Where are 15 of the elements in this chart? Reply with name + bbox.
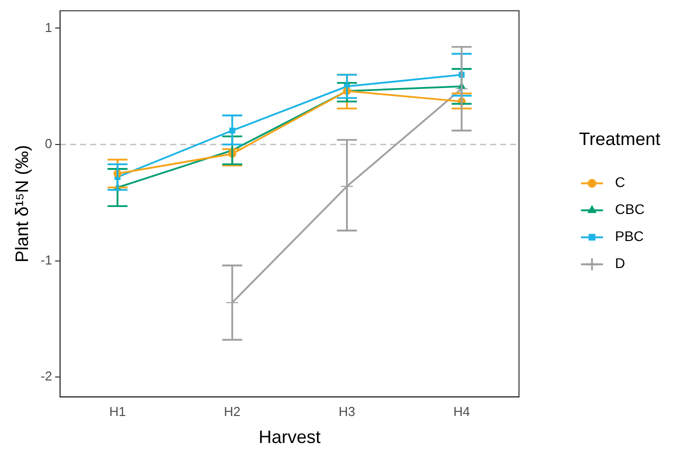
y-tick-label: 1 bbox=[44, 20, 52, 35]
x-tick-label: H2 bbox=[224, 404, 241, 420]
x-tick-label: H4 bbox=[453, 404, 470, 420]
y-tick-label: -2 bbox=[40, 368, 52, 384]
legend-title: Treatment bbox=[579, 128, 660, 149]
x-tick-label: H3 bbox=[338, 404, 356, 420]
x-tick-label: H1 bbox=[109, 404, 126, 420]
legend-label: D bbox=[615, 255, 626, 272]
legend-label: CBC bbox=[615, 201, 645, 218]
y-axis-title: Plant δ¹⁵N (‰) bbox=[12, 145, 32, 263]
legend-label: PBC bbox=[615, 228, 644, 244]
x-axis-title: Harvest bbox=[258, 427, 321, 448]
y-tick-label: -1 bbox=[40, 252, 52, 268]
legend-label: C bbox=[615, 174, 626, 190]
y-tick-label: 0 bbox=[44, 136, 52, 152]
